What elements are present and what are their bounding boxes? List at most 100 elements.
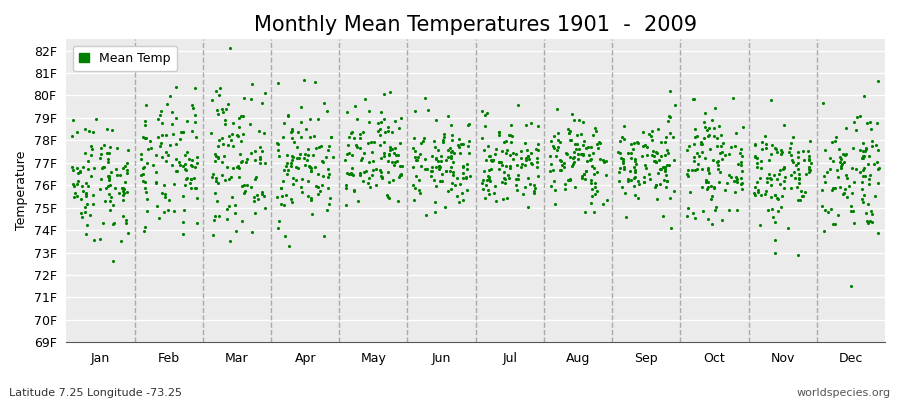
Point [486, 156, 500, 163]
Point [585, 163, 599, 169]
Point [626, 140, 641, 146]
Point [189, 220, 203, 227]
Point [93, 235, 107, 242]
Point [482, 167, 496, 173]
Point [348, 103, 363, 110]
Point [460, 161, 474, 167]
Point [344, 170, 358, 177]
Point [374, 118, 388, 125]
Point [231, 163, 246, 170]
Point [118, 162, 132, 169]
Point [680, 166, 695, 173]
Point [499, 162, 513, 169]
Point [620, 178, 634, 184]
Point [113, 238, 128, 244]
Point [590, 144, 605, 151]
Point [712, 168, 726, 175]
Point [662, 88, 677, 94]
Point [500, 138, 514, 144]
Point [478, 194, 492, 201]
Point [96, 164, 111, 170]
Point [310, 184, 325, 190]
Point [166, 131, 180, 137]
Point [649, 159, 663, 166]
Point [566, 155, 580, 162]
Point [530, 159, 544, 165]
Point [690, 150, 705, 156]
Point [444, 149, 458, 156]
Point [504, 122, 518, 128]
Point [506, 156, 520, 162]
Point [155, 132, 169, 139]
Point [593, 155, 608, 162]
Point [153, 112, 167, 118]
Point [166, 180, 181, 187]
Point [628, 156, 643, 162]
Point [482, 153, 496, 159]
Point [562, 176, 577, 182]
Title: Monthly Mean Temperatures 1901  -  2009: Monthly Mean Temperatures 1901 - 2009 [254, 15, 698, 35]
Point [377, 116, 392, 122]
Point [83, 212, 97, 218]
Point [623, 168, 637, 174]
Point [441, 147, 455, 154]
Point [270, 194, 284, 200]
Point [529, 145, 544, 152]
Point [565, 111, 580, 118]
Point [215, 172, 230, 178]
Point [840, 175, 854, 182]
Point [730, 178, 744, 185]
Point [284, 128, 299, 134]
Point [784, 185, 798, 191]
Point [212, 137, 226, 143]
Point [707, 105, 722, 112]
Point [362, 119, 376, 126]
Point [176, 128, 190, 135]
Point [682, 143, 697, 149]
Point [357, 96, 372, 102]
Point [553, 138, 567, 145]
Point [251, 196, 266, 202]
Point [614, 155, 628, 162]
Point [226, 165, 240, 171]
Point [365, 158, 380, 165]
Point [759, 145, 773, 152]
Point [720, 180, 734, 186]
Point [791, 166, 806, 172]
Point [121, 146, 135, 153]
Point [120, 188, 134, 195]
Point [289, 177, 303, 183]
Point [70, 192, 85, 199]
Point [76, 188, 90, 194]
Point [212, 212, 226, 219]
Point [832, 154, 847, 160]
Point [443, 168, 457, 174]
Point [579, 168, 593, 174]
Point [824, 206, 838, 212]
Point [154, 190, 168, 196]
Point [365, 167, 380, 173]
Point [543, 153, 557, 159]
Point [712, 179, 726, 186]
Point [362, 159, 376, 165]
Point [531, 147, 545, 154]
Point [226, 120, 240, 126]
Point [302, 178, 316, 184]
Point [710, 143, 724, 150]
Point [715, 149, 729, 156]
Point [658, 168, 672, 174]
Point [320, 147, 335, 153]
Point [529, 164, 544, 170]
Point [211, 154, 225, 160]
Point [290, 155, 304, 161]
Point [317, 232, 331, 239]
Point [461, 122, 475, 128]
Point [556, 164, 571, 171]
Point [392, 197, 406, 204]
Point [482, 178, 497, 184]
Point [747, 190, 761, 196]
Point [856, 173, 870, 180]
Point [776, 166, 790, 172]
Point [820, 169, 834, 176]
Point [831, 212, 845, 218]
